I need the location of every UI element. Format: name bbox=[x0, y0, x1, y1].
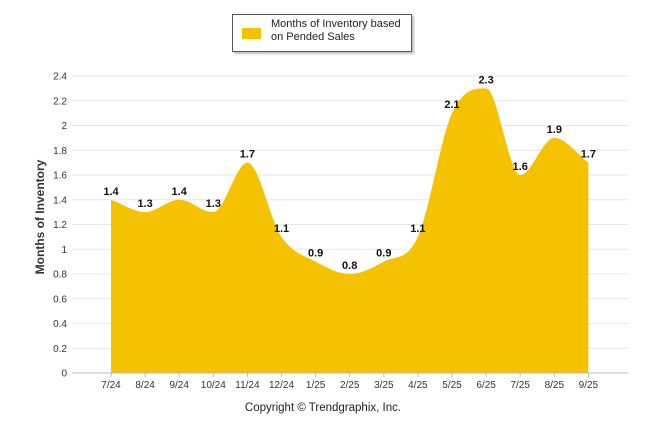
data-label: 1.3 bbox=[137, 198, 152, 210]
data-label: 1.4 bbox=[172, 186, 188, 198]
y-tick-label: 0.2 bbox=[53, 344, 67, 355]
x-axis-ticks: 7/24 8/24 9/24 10/24 11/24 12/24 1/25 2/25 3/25 4… bbox=[101, 373, 599, 391]
y-tick-label: 1.8 bbox=[53, 146, 67, 157]
y-tick-label: 2 bbox=[61, 121, 67, 132]
y-tick-label: 2.2 bbox=[53, 96, 67, 107]
x-tick-label: 10/24 bbox=[201, 380, 226, 391]
x-tick-label: 12/24 bbox=[269, 380, 294, 391]
legend-swatch bbox=[242, 28, 261, 39]
data-label: 0.9 bbox=[376, 248, 391, 260]
data-label: 1.1 bbox=[274, 223, 289, 235]
y-axis-label: Months of Inventory bbox=[33, 159, 47, 275]
data-label: 1.4 bbox=[103, 186, 119, 198]
data-label: 1.7 bbox=[240, 149, 255, 161]
legend[interactable]: Months of Inventory based on Pended Sale… bbox=[232, 14, 412, 52]
data-label: 2.3 bbox=[478, 74, 493, 86]
data-label: 2.1 bbox=[444, 99, 459, 111]
data-label: 1.6 bbox=[513, 161, 528, 173]
x-tick-label: 9/24 bbox=[169, 380, 189, 391]
y-tick-label: 1.4 bbox=[53, 195, 67, 206]
x-tick-label: 6/25 bbox=[476, 380, 496, 391]
x-tick-label: 1/25 bbox=[306, 380, 326, 391]
x-tick-label: 7/24 bbox=[101, 380, 121, 391]
y-axis-ticks: 0 0.2 0.4 0.6 0.8 1 1.2 1.4 1.6 1.8 2 2.2 2.4 bbox=[53, 72, 67, 380]
x-tick-label: 11/24 bbox=[235, 380, 260, 391]
y-tick-label: 1 bbox=[61, 245, 67, 256]
x-tick-label: 9/25 bbox=[579, 380, 599, 391]
inventory-area bbox=[111, 88, 589, 373]
data-label: 1.7 bbox=[581, 149, 596, 161]
y-tick-label: 2.4 bbox=[53, 72, 67, 83]
data-label: 0.9 bbox=[308, 248, 323, 260]
x-tick-label: 7/25 bbox=[510, 380, 530, 391]
y-tick-label: 0.6 bbox=[53, 294, 67, 305]
x-tick-label: 8/25 bbox=[545, 380, 565, 391]
legend-label: Months of Inventory based on Pended Sale… bbox=[271, 18, 401, 43]
data-label: 1.1 bbox=[410, 223, 425, 235]
y-tick-label: 0.4 bbox=[53, 319, 67, 330]
x-tick-label: 8/24 bbox=[135, 380, 155, 391]
data-labels: 1.4 1.3 1.4 1.3 1.7 1.1 0.9 0.8 0.9 1.1 2.1 2.3 1.6 1… bbox=[103, 74, 596, 272]
y-tick-label: 1.6 bbox=[53, 171, 67, 182]
data-label: 1.9 bbox=[547, 124, 562, 136]
y-tick-label: 0 bbox=[61, 369, 67, 380]
copyright: Copyright © Trendgraphix, Inc. bbox=[244, 402, 402, 414]
data-label: 0.8 bbox=[342, 260, 357, 272]
x-tick-label: 5/25 bbox=[442, 380, 462, 391]
x-tick-label: 3/25 bbox=[374, 380, 394, 391]
y-tick-label: 1.2 bbox=[53, 220, 67, 231]
x-tick-label: 2/25 bbox=[340, 380, 360, 391]
data-label: 1.3 bbox=[206, 198, 221, 210]
x-tick-label: 4/25 bbox=[408, 380, 428, 391]
y-tick-label: 0.8 bbox=[53, 270, 67, 281]
